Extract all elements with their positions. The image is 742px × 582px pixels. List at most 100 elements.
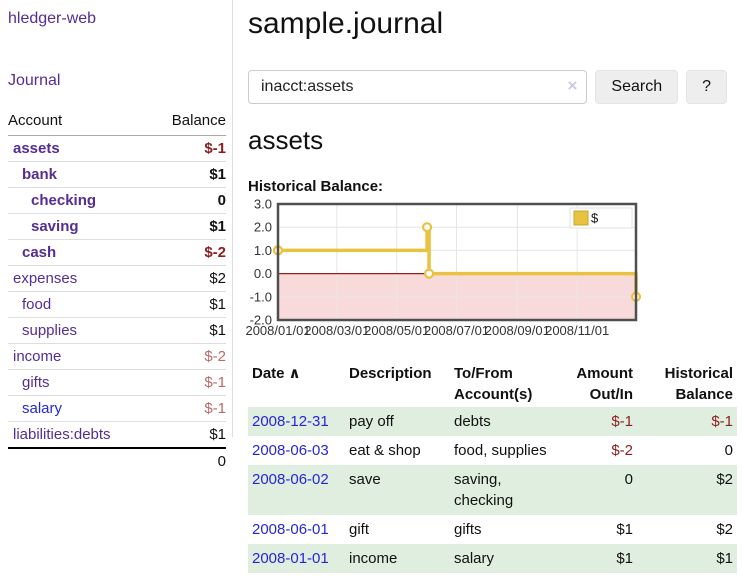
data-point-marker xyxy=(421,222,433,233)
transaction-description: pay off xyxy=(345,407,450,436)
account-row: salary $-1 xyxy=(8,395,226,422)
account-balance: $-1 xyxy=(150,395,226,422)
transaction-amount: $1 xyxy=(562,544,637,573)
account-link[interactable]: supplies xyxy=(22,322,78,339)
account-row: cash $-2 xyxy=(8,239,226,266)
svg-text:2008/01/01: 2008/01/01 xyxy=(245,323,310,338)
transaction-accounts: gifts xyxy=(454,521,482,538)
account-link[interactable]: cash xyxy=(22,244,57,261)
transaction-amount: 0 xyxy=(562,465,637,515)
transaction-balance: 0 xyxy=(724,442,733,459)
account-row: income $-2 xyxy=(8,343,226,370)
transaction-row: 2008-06-02 save saving, checking 0 $2 xyxy=(248,465,737,515)
account-balance: $1 xyxy=(150,213,226,240)
transaction-accounts: saving, checking xyxy=(450,465,562,515)
app-title-link[interactable]: hledger-web xyxy=(8,10,97,27)
account-link[interactable]: liabilities:debts xyxy=(13,426,111,443)
nav-journal: Journal xyxy=(8,72,226,90)
account-link[interactable]: gifts xyxy=(22,374,50,391)
account-link[interactable]: salary xyxy=(22,400,63,417)
register-header-date: Date ∧ xyxy=(252,365,301,382)
svg-text:2008/09/01: 2008/09/01 xyxy=(485,323,550,338)
svg-text:2.0: 2.0 xyxy=(254,220,272,235)
accounts-total-value: 0 xyxy=(150,447,226,474)
transaction-balance: $2 xyxy=(716,521,733,538)
svg-text:-2.0: -2.0 xyxy=(250,313,272,328)
account-row: food $1 xyxy=(8,291,226,318)
transaction-row: 2008-06-01 gift gifts $1 $2 xyxy=(248,515,737,544)
chart-label: Historical Balance: xyxy=(248,178,384,195)
help-button[interactable]: ? xyxy=(686,70,727,104)
register-header-description: Description xyxy=(349,365,432,382)
register-header-accounts: To/From Account(s) xyxy=(454,365,533,403)
transaction-date-link[interactable]: 2008-01-01 xyxy=(252,550,329,567)
transaction-amount: $-1 xyxy=(562,407,637,436)
account-balance: $1 xyxy=(150,161,226,188)
account-balance: $-1 xyxy=(150,135,226,162)
transaction-description: save xyxy=(345,465,450,515)
register-header-balance: Historical Balance xyxy=(664,365,733,403)
account-link[interactable]: income xyxy=(13,348,62,365)
transaction-accounts: food, supplies xyxy=(454,442,547,459)
register-header-row: Date ∧ Description To/From Account(s) Amo… xyxy=(248,361,737,407)
transaction-date-link[interactable]: 2008-06-02 xyxy=(252,471,329,488)
account-balance: 0 xyxy=(150,187,226,214)
clear-search-icon[interactable]: × xyxy=(567,76,578,95)
historical-balance-chart: 3.0 2.0 1.0 0.0 -1.0 -2.0 2008/01/01 2008/03/01… xyxy=(245,197,727,345)
svg-text:2008/03/01: 2008/03/01 xyxy=(304,323,369,338)
register-table: Date ∧ Description To/From Account(s) Amo… xyxy=(248,361,737,573)
transaction-date-link[interactable]: 2008-12-31 xyxy=(252,413,329,430)
transaction-date-link[interactable]: 2008-06-03 xyxy=(252,442,329,459)
transaction-date-link[interactable]: 2008-06-01 xyxy=(252,521,329,538)
search-input[interactable] xyxy=(248,70,588,104)
account-balance: $1 xyxy=(150,317,226,344)
svg-text:2008/11/01: 2008/11/01 xyxy=(545,323,609,338)
transaction-balance: $1 xyxy=(637,544,737,573)
svg-text:0.0: 0.0 xyxy=(254,266,272,281)
account-balance: $-1 xyxy=(150,369,226,396)
sort-asc-icon: ∧ xyxy=(288,365,301,382)
account-balance: $-2 xyxy=(150,343,226,370)
journal-link[interactable]: Journal xyxy=(8,72,61,89)
account-row: assets $-1 xyxy=(8,135,226,162)
search-form: × Search ? xyxy=(248,70,727,104)
account-balance: $1 xyxy=(150,421,226,449)
svg-text:1.0: 1.0 xyxy=(254,243,272,258)
account-link[interactable]: assets xyxy=(13,140,60,157)
account-row: saving $1 xyxy=(8,213,226,240)
search-button[interactable]: Search xyxy=(595,70,679,104)
chart-legend: $ xyxy=(569,207,633,229)
transaction-amount: $1 xyxy=(616,521,633,538)
transaction-description: income xyxy=(345,544,450,573)
account-balance: $2 xyxy=(150,265,226,292)
transaction-balance: $-1 xyxy=(637,407,737,436)
account-balance: $-2 xyxy=(150,239,226,266)
account-link[interactable]: saving xyxy=(31,218,79,235)
transaction-row: 2008-12-31 pay off debts $-1 $-1 xyxy=(248,407,737,436)
account-link[interactable]: bank xyxy=(22,166,58,183)
accounts-header-balance: Balance xyxy=(150,110,226,136)
accounts-header-account: Account xyxy=(8,110,151,136)
account-row: liabilities:debts $1 xyxy=(8,421,226,449)
legend-label: $ xyxy=(591,211,599,226)
svg-text:2008/07/01: 2008/07/01 xyxy=(424,323,489,338)
transaction-accounts: debts xyxy=(450,407,562,436)
account-link[interactable]: food xyxy=(22,296,52,313)
svg-text:2008/05/01: 2008/05/01 xyxy=(364,323,429,338)
transaction-balance: $2 xyxy=(637,465,737,515)
main-content: sample.journal × Search ? assets Histori… xyxy=(233,0,737,573)
account-row: checking 0 xyxy=(8,187,226,214)
sidebar: hledger-web Journal Account Balance asse… xyxy=(0,0,233,474)
account-balance: $1 xyxy=(150,291,226,318)
account-heading: assets xyxy=(248,125,324,155)
page-title: sample.journal xyxy=(248,7,444,40)
data-point-marker xyxy=(423,268,435,279)
transaction-description: eat & shop xyxy=(349,442,421,459)
account-link[interactable]: expenses xyxy=(13,270,78,287)
account-link[interactable]: checking xyxy=(31,192,97,209)
account-row: bank $1 xyxy=(8,161,226,188)
search-field-wrap: × xyxy=(248,70,588,104)
account-row: gifts $-1 xyxy=(8,369,226,396)
transaction-row: 2008-06-03 eat & shop food, supplies $-2 0 xyxy=(248,436,737,465)
